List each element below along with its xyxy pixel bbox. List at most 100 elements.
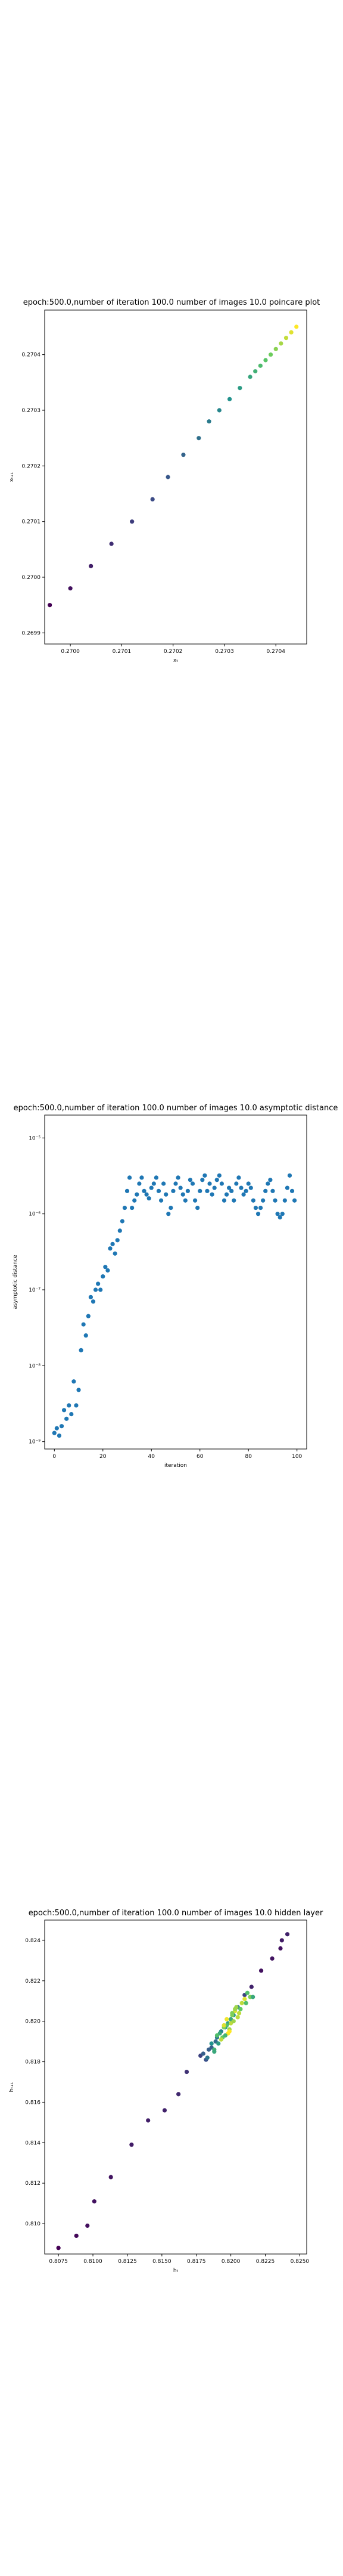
asymptotic-point <box>144 1192 149 1197</box>
asymptotic-y-tick-label: 10⁻⁸ <box>29 1363 40 1369</box>
asymptotic-point <box>277 1215 282 1220</box>
asymptotic-point <box>108 1246 113 1251</box>
poincare-y-tick-label: 0.2699 <box>22 630 41 636</box>
hidden-point <box>184 2069 189 2075</box>
hidden-point <box>242 1996 247 2001</box>
asymptotic-point <box>234 1181 239 1186</box>
poincare-point <box>130 519 135 524</box>
hidden-point <box>108 2175 113 2179</box>
asymptotic-point <box>54 1426 59 1431</box>
asymptotic-point <box>236 1175 241 1180</box>
hidden-point <box>206 2047 211 2052</box>
poincare-point <box>269 352 273 357</box>
hidden-point <box>270 1956 275 1961</box>
hidden-point <box>176 2092 181 2097</box>
hidden-x-tick-label: 0.8250 <box>291 2259 310 2265</box>
asymptotic-point <box>273 1198 277 1203</box>
hidden-point <box>201 2051 205 2056</box>
hidden-point <box>236 2011 242 2015</box>
poincare-x-tick-label: 0.2702 <box>164 649 183 655</box>
asymptotic-point <box>285 1185 290 1190</box>
asymptotic-x-tick-label: 40 <box>148 1454 155 1460</box>
poincare-point <box>150 497 155 501</box>
asymptotic-point <box>124 1188 130 1193</box>
hidden-x-tick-label: 0.8200 <box>222 2259 241 2265</box>
hidden-point <box>223 2033 227 2038</box>
asymptotic-y-tick-label: 10⁻⁷ <box>29 1287 40 1293</box>
poincare-point <box>181 453 186 457</box>
asymptotic-point <box>81 1322 86 1327</box>
asymptotic-point <box>103 1265 108 1270</box>
asymptotic-point <box>164 1192 169 1197</box>
asymptotic-point <box>173 1181 178 1186</box>
asymptotic-x-tick-label: 100 <box>292 1454 302 1460</box>
asymptotic-point <box>263 1188 268 1193</box>
asymptotic-point <box>57 1433 62 1438</box>
poincare-point <box>273 346 278 351</box>
asymptotic-point <box>185 1188 190 1193</box>
poincare-point <box>289 330 294 335</box>
asymptotic-point <box>253 1205 258 1210</box>
asymptotic-point <box>154 1175 159 1180</box>
asymptotic-distance-plot: epoch:500.0,number of iteration 100.0 nu… <box>13 1104 338 1469</box>
asymptotic-y-label: asymptotic distance <box>13 1255 18 1309</box>
poincare-point <box>207 419 211 424</box>
asymptotic-point <box>292 1198 297 1203</box>
asymptotic-point <box>98 1287 103 1292</box>
asymptotic-point <box>76 1388 81 1392</box>
asymptotic-point <box>139 1175 144 1180</box>
hidden-point <box>230 2011 235 2015</box>
asymptotic-point <box>135 1192 139 1197</box>
poincare-title: epoch:500.0,number of iteration 100.0 nu… <box>23 298 320 307</box>
poincare-point <box>166 475 170 479</box>
hidden-point <box>285 1932 290 1937</box>
hidden-x-tick-label: 0.8175 <box>187 2259 206 2265</box>
hidden-x-tick-label: 0.8125 <box>118 2259 137 2265</box>
hidden-layer-plot: epoch:500.0,number of iteration 100.0 nu… <box>9 1909 323 2274</box>
poincare-point <box>283 336 289 340</box>
asymptotic-y-tick-label: 10⁻⁹ <box>29 1439 40 1445</box>
asymptotic-point <box>151 1181 156 1186</box>
asymptotic-point <box>192 1198 198 1203</box>
asymptotic-point <box>219 1181 224 1186</box>
asymptotic-x-label: iteration <box>164 1463 187 1469</box>
hidden-x-tick-label: 0.8100 <box>83 2259 102 2265</box>
poincare-y-tick-label: 0.2704 <box>22 352 41 358</box>
asymptotic-point <box>96 1281 101 1286</box>
asymptotic-point <box>246 1181 251 1186</box>
asymptotic-point <box>115 1238 120 1243</box>
asymptotic-point <box>289 1188 295 1193</box>
hidden-point <box>258 1968 264 1973</box>
hidden-y-label: hₜ₊₁ <box>9 2082 15 2092</box>
hidden-point <box>239 2001 244 2005</box>
asymptotic-point <box>101 1274 105 1279</box>
asymptotic-point <box>198 1188 202 1193</box>
asymptotic-point <box>251 1198 255 1203</box>
hidden-point <box>251 1995 255 1999</box>
hidden-y-ticks: 0.810 0.812 0.814 0.816 0.818 0.820 0.822 0.824 <box>25 1938 45 2227</box>
asymptotic-point <box>161 1181 166 1186</box>
asymptotic-point <box>183 1198 188 1203</box>
asymptotic-point <box>248 1185 253 1190</box>
asymptotic-point <box>74 1403 79 1408</box>
hidden-point <box>232 2007 238 2011</box>
hidden-point <box>235 2015 240 2020</box>
asymptotic-point <box>93 1287 98 1292</box>
poincare-point <box>227 397 232 401</box>
hidden-point <box>245 1990 250 1995</box>
asymptotic-x-tick-label: 0 <box>52 1454 56 1460</box>
asymptotic-point <box>122 1205 127 1210</box>
asymptotic-point <box>169 1205 173 1210</box>
poincare-point <box>263 358 268 363</box>
hidden-x-tick-label: 0.8225 <box>256 2259 275 2265</box>
hidden-point <box>238 2007 243 2011</box>
poincare-point <box>68 586 73 591</box>
asymptotic-point <box>195 1205 200 1210</box>
hidden-point <box>74 2233 79 2238</box>
hidden-point <box>85 2223 90 2228</box>
asymptotic-y-tick-label: 10⁻⁵ <box>29 1135 40 1141</box>
hidden-point <box>222 2023 226 2028</box>
hidden-point <box>162 2108 167 2113</box>
asymptotic-title: epoch:500.0,number of iteration 100.0 nu… <box>14 1104 338 1113</box>
poincare-point <box>109 541 114 546</box>
